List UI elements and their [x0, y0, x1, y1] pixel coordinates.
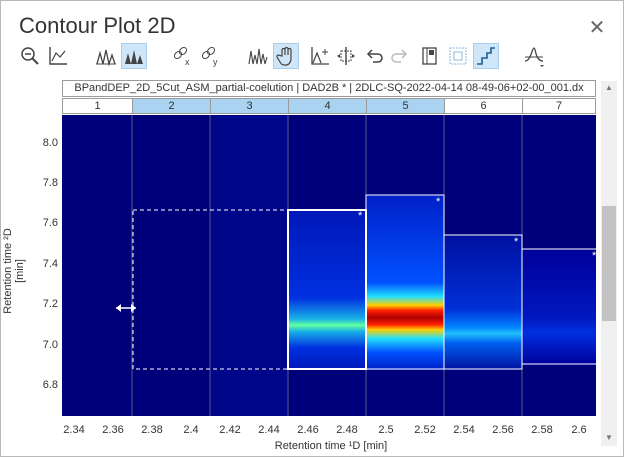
x-tick-2.56: 2.56 [492, 424, 514, 436]
split-icon[interactable] [333, 43, 359, 69]
x-axis-title: Retention time ¹D [min] [274, 440, 388, 452]
resize-cursor-icon [116, 304, 136, 312]
svg-text:y: y [213, 57, 218, 67]
y-tick-6.8: 6.8 [42, 379, 58, 391]
contour-svg: * * * * [62, 115, 596, 416]
y-tick-7.0: 7.0 [42, 339, 58, 351]
fraction-grid-icon[interactable] [445, 43, 471, 69]
x-tick-2.44: 2.44 [258, 424, 280, 436]
x-tick-2.36: 2.36 [102, 424, 124, 436]
y-tick-8.0: 8.0 [42, 137, 58, 149]
star-4: * [358, 210, 363, 222]
fraction-3-band [210, 115, 288, 416]
fraction-6[interactable]: 6 [445, 99, 523, 113]
book-icon[interactable] [417, 43, 443, 69]
window-title: Contour Plot 2D [19, 13, 176, 38]
x-tick-2.4: 2.4 [183, 424, 199, 436]
redo-icon[interactable] [387, 43, 413, 69]
fraction-7[interactable]: 7 [555, 100, 563, 112]
step-icon[interactable] [473, 43, 499, 69]
toolbar: x y [17, 43, 597, 71]
x-tick-2.34: 2.34 [63, 424, 85, 436]
x-tick-2.54: 2.54 [453, 424, 475, 436]
x-tick-2.6: 2.6 [571, 424, 587, 436]
fraction-bar: 1 2 3 4 5 6 7 [62, 98, 596, 114]
fraction-6-peak [444, 235, 522, 370]
x-tick-2.48: 2.48 [336, 424, 358, 436]
link-x-icon[interactable]: x [169, 43, 195, 69]
y-tick-7.2: 7.2 [42, 298, 58, 310]
x-tick-2.52: 2.52 [414, 424, 436, 436]
fraction-4-peak [288, 210, 366, 370]
star-5: * [436, 196, 441, 208]
y-tick-7.8: 7.8 [42, 177, 58, 189]
fraction-2[interactable]: 2 [133, 99, 211, 113]
fraction-4[interactable]: 4 [289, 99, 367, 113]
spectrum-icon[interactable] [245, 43, 271, 69]
scroll-down-arrow-icon[interactable]: ▼ [605, 433, 613, 442]
fraction-7-box [521, 248, 596, 365]
x-tick-2.5: 2.5 [378, 424, 394, 436]
peaks-outline-icon[interactable] [93, 43, 119, 69]
fraction-5[interactable]: 5 [367, 99, 445, 113]
close-icon[interactable]: ✕ [588, 17, 606, 39]
x-tick-2.42: 2.42 [219, 424, 241, 436]
y-tick-7.6: 7.6 [42, 217, 58, 229]
link-y-icon[interactable]: y [197, 43, 223, 69]
peaks-filled-icon[interactable] [121, 43, 147, 69]
y-tick-7.4: 7.4 [42, 258, 58, 270]
svg-text:x: x [185, 57, 190, 67]
undo-icon[interactable] [361, 43, 387, 69]
star-6: * [514, 236, 519, 248]
scrollbar-thumb[interactable] [602, 206, 616, 321]
baseline-icon[interactable] [521, 43, 547, 69]
fraction-3[interactable]: 3 [211, 99, 289, 113]
axis-chart-icon[interactable] [45, 43, 71, 69]
hand-pan-icon[interactable] [273, 43, 299, 69]
fraction-1[interactable]: 1 [63, 99, 133, 113]
file-label: BPandDEP_2D_5Cut_ASM_partial-coelution |… [62, 80, 596, 97]
y-axis-title: Retention time ²D [min] [2, 228, 26, 314]
x-tick-2.46: 2.46 [297, 424, 319, 436]
contour-plot-area[interactable]: * * * * [62, 115, 596, 416]
add-peak-icon[interactable] [307, 43, 333, 69]
star-7: * [592, 250, 596, 262]
x-tick-2.58: 2.58 [531, 424, 553, 436]
fraction-7-peak [522, 249, 596, 365]
fraction-5-peak [366, 195, 444, 370]
x-tick-2.38: 2.38 [141, 424, 163, 436]
scroll-up-arrow-icon[interactable]: ▲ [605, 83, 613, 92]
zoom-out-icon[interactable] [17, 43, 43, 69]
